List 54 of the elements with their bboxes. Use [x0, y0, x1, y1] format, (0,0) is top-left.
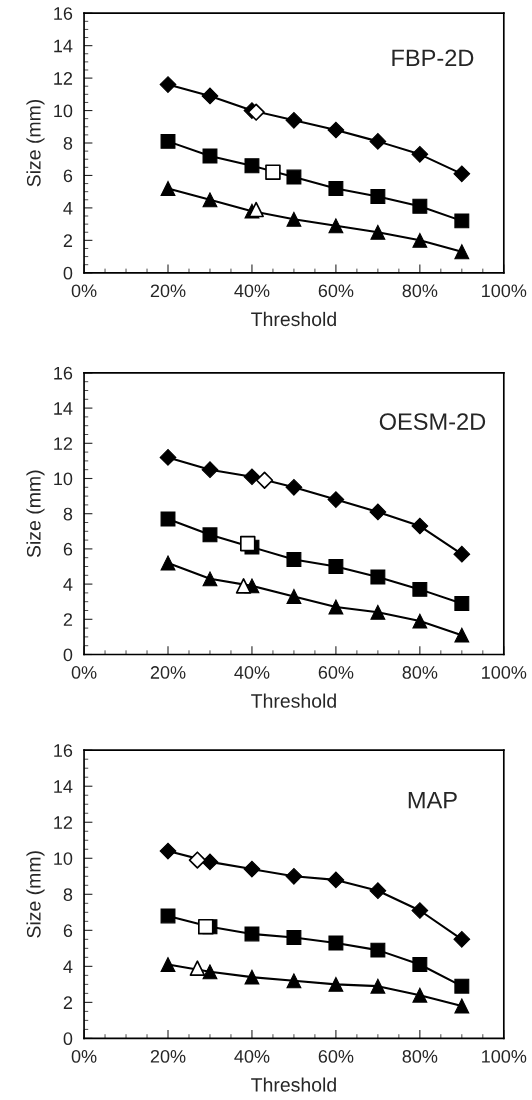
y-tick-label: 16: [54, 366, 73, 380]
y-axis-title: Size (mm): [26, 470, 45, 558]
x-tick-label: 80%: [402, 666, 438, 679]
x-tick-label: 20%: [150, 1049, 186, 1063]
y-tick-label: 8: [63, 888, 73, 902]
y-tick-label: 14: [54, 780, 73, 793]
y-tick-label: 16: [54, 744, 73, 757]
x-axis-title: Threshold: [251, 1077, 336, 1092]
y-tick-label: 14: [54, 402, 73, 415]
y-axis-title: Size (mm): [26, 851, 45, 938]
y-tick-label: 4: [63, 202, 73, 215]
y-tick-label: 4: [63, 960, 73, 973]
x-tick-label: 40%: [234, 284, 270, 298]
x-tick-label: 80%: [402, 284, 438, 298]
text: FBP-2D: [392, 49, 474, 67]
x-tick-label: 100%: [482, 284, 527, 298]
y-tick-label: 0: [63, 648, 73, 662]
y-tick-label: 0: [63, 1032, 73, 1046]
x-tick-label: 20%: [150, 284, 186, 298]
y-tick-label: 0: [63, 266, 73, 280]
x-tick-label: 40%: [234, 1049, 270, 1063]
x-tick-label: 0%: [71, 1049, 97, 1063]
y-tick-label: 12: [54, 72, 73, 85]
y-tick-label: 10: [54, 104, 73, 118]
y-tick-label: 8: [63, 507, 73, 521]
x-axis-title: Threshold: [251, 311, 336, 327]
y-tick-label: 10: [54, 472, 73, 486]
x-tick-label: 40%: [234, 666, 270, 679]
x-tick-label: 100%: [482, 1049, 527, 1063]
text: MAP: [408, 791, 457, 809]
text: OESM-2D: [379, 413, 486, 430]
x-tick-label: 100%: [482, 666, 527, 679]
x-tick-label: 0%: [71, 666, 97, 679]
x-tick-label: 60%: [318, 1049, 354, 1063]
y-tick-label: 14: [54, 39, 73, 53]
x-tick-label: 60%: [318, 666, 354, 679]
x-tick-label: 0%: [71, 284, 97, 298]
y-tick-label: 2: [63, 996, 73, 1009]
x-axis-title: Threshold: [251, 693, 336, 708]
y-tick-label: 12: [54, 437, 73, 450]
y-tick-label: 8: [63, 136, 73, 150]
y-tick-label: 10: [54, 852, 73, 865]
y-tick-label: 6: [63, 924, 73, 938]
x-tick-label: 20%: [150, 666, 186, 679]
y-tick-label: 6: [63, 169, 73, 183]
y-tick-label: 2: [63, 234, 73, 247]
x-tick-label: 80%: [402, 1049, 438, 1063]
y-tick-label: 2: [63, 613, 73, 626]
y-axis-title: Size (mm): [26, 99, 45, 187]
y-tick-label: 4: [63, 578, 73, 591]
y-tick-label: 12: [54, 816, 73, 829]
y-tick-label: 6: [63, 542, 73, 556]
x-tick-label: 60%: [318, 284, 354, 298]
y-tick-label: 16: [54, 7, 73, 20]
